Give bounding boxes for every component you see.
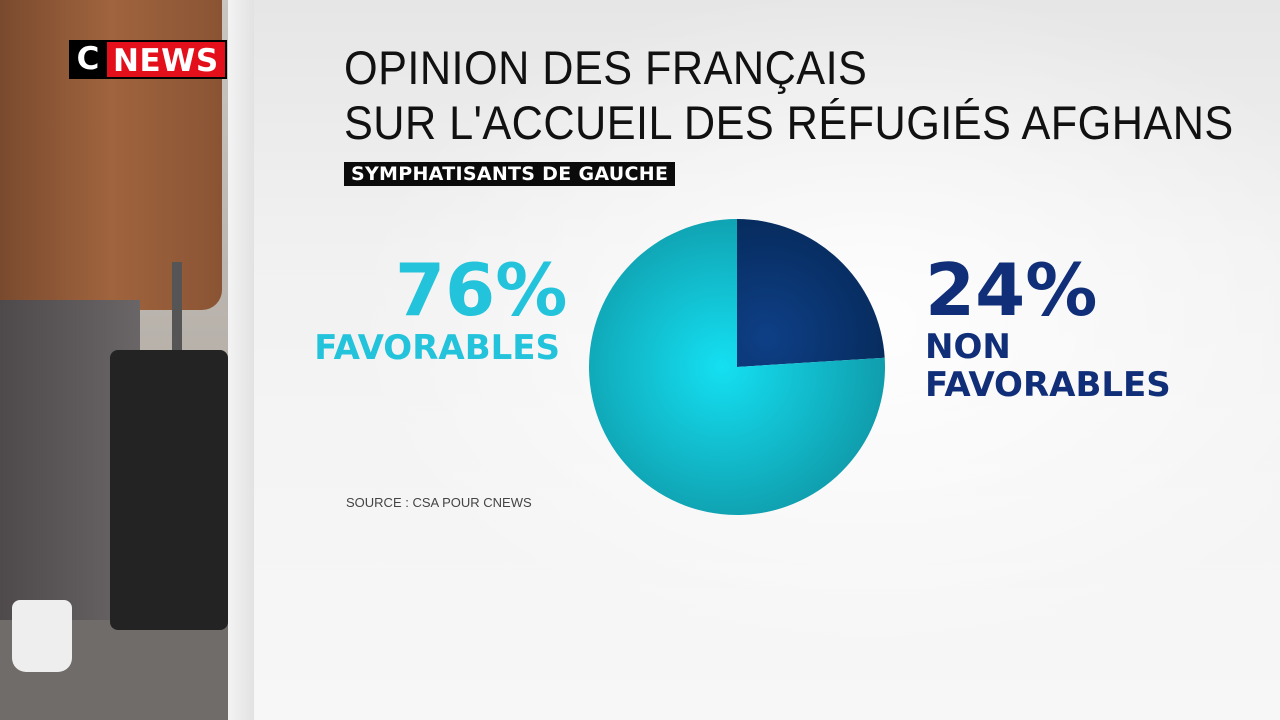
pie-slice-favorables (589, 219, 885, 515)
cnews-logo: C NEWS (69, 40, 227, 79)
pie-chart (589, 219, 885, 515)
chart-title: OPINION DES FRANÇAIS SUR L'ACCUEIL DES R… (344, 40, 1234, 150)
photo-suitcase-handle (172, 262, 182, 354)
background-photo-traveler (0, 0, 228, 720)
logo-c: C (69, 40, 107, 79)
favorables-percent: 76% (395, 248, 568, 332)
non-favorables-label-line1: NON (925, 327, 1011, 367)
title-line-1: OPINION DES FRANÇAIS (344, 41, 868, 94)
subtitle-badge: SYMPHATISANTS DE GAUCHE (344, 162, 676, 186)
title-line-2: SUR L'ACCUEIL DES RÉFUGIÉS AFGHANS (344, 96, 1234, 149)
photo-suitcase (110, 350, 228, 630)
non-favorables-label: NON FAVORABLES (925, 328, 1171, 404)
source-note: SOURCE : CSA POUR CNEWS (346, 495, 532, 510)
logo-news: NEWS (107, 40, 227, 79)
pie-slice-non-favorables (737, 219, 885, 367)
divider-strip (228, 0, 254, 720)
favorables-label: FAVORABLES (314, 328, 560, 368)
non-favorables-label-line2: FAVORABLES (925, 365, 1171, 405)
photo-shoe (12, 600, 72, 672)
non-favorables-percent: 24% (925, 248, 1098, 332)
